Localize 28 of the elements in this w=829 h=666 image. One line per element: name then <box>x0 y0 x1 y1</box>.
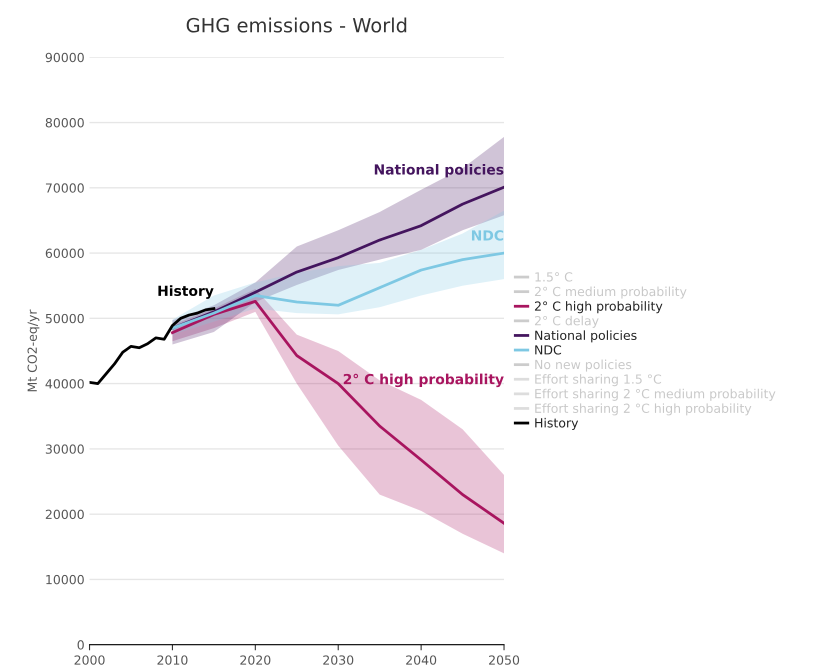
legend-label: NDC <box>535 345 562 355</box>
line-series <box>90 307 216 386</box>
y-tick-label: 20000 <box>46 510 84 520</box>
chart-title: GHG emissions - World <box>186 18 406 33</box>
text: History <box>158 285 214 299</box>
x-tick-label: 2040 <box>406 655 436 665</box>
text: 2° C high probability <box>344 374 504 388</box>
y-axis-title: Mt CO2-eq/yr <box>27 309 40 392</box>
y-tick-label: 40000 <box>46 379 84 389</box>
line-series <box>171 300 504 525</box>
x-tick-label: 2050 <box>489 655 520 665</box>
y-tick-label: 50000 <box>46 314 84 324</box>
y-tick-label: 90000 <box>46 52 84 62</box>
text: NDC <box>472 230 504 241</box>
legend-label: History <box>535 418 578 430</box>
y-tick-label: 30000 <box>46 444 84 454</box>
x-tick-label: 2000 <box>74 655 105 665</box>
y-tick-label: 70000 <box>46 183 84 193</box>
y-tick-label: 0 <box>78 640 84 650</box>
x-tick-label: 2020 <box>240 655 270 665</box>
legend-label: 2° C high probability <box>534 301 662 314</box>
text: National policies <box>374 164 504 178</box>
x-tick-label: 2030 <box>323 655 354 665</box>
y-tick-label: 80000 <box>46 118 84 128</box>
legend-label: National policies <box>535 330 637 342</box>
y-tick-label: 10000 <box>46 574 84 584</box>
x-tick-label: 2010 <box>157 655 188 665</box>
y-tick-label: 60000 <box>46 248 84 258</box>
